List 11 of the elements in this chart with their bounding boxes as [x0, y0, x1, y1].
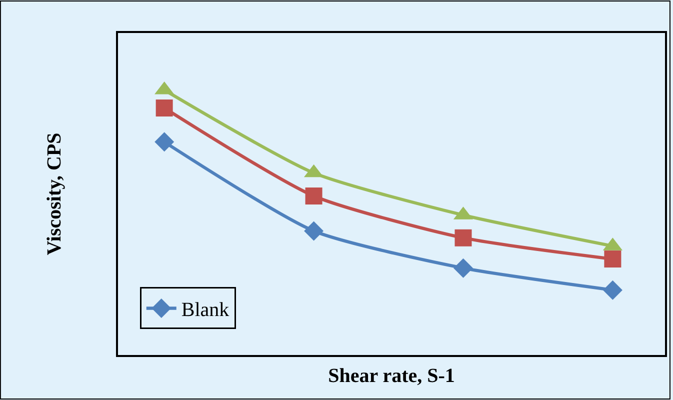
y-axis-title: Viscosity, CPS [43, 132, 66, 256]
point [454, 229, 472, 246]
point [602, 280, 622, 300]
point [305, 187, 322, 204]
point [304, 221, 324, 241]
point [453, 258, 473, 278]
legend-label: Blank [181, 299, 230, 322]
x-axis-title: Shear rate, S-1 [328, 364, 455, 387]
point [156, 100, 173, 116]
point [154, 132, 174, 152]
point [604, 250, 622, 268]
